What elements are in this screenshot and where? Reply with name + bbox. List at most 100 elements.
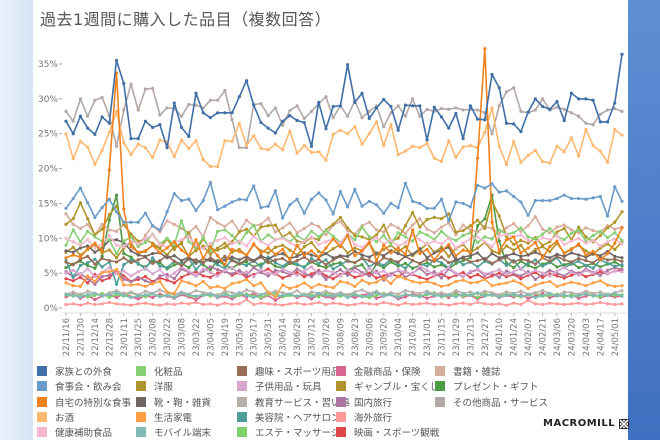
data-point (309, 144, 314, 148)
data-point (555, 100, 559, 104)
data-point (216, 248, 220, 252)
data-point (346, 293, 350, 297)
data-point (259, 146, 263, 150)
data-point (129, 295, 133, 300)
legend-swatch (136, 366, 146, 376)
data-point (439, 229, 444, 233)
data-point (107, 197, 111, 201)
data-point (432, 251, 436, 255)
data-point (266, 126, 270, 130)
data-point (273, 268, 278, 272)
data-point (533, 268, 537, 272)
data-point (172, 277, 176, 281)
data-point (216, 303, 220, 307)
data-point (78, 243, 83, 247)
data-point (237, 146, 241, 150)
data-point (86, 229, 90, 233)
data-point (281, 216, 285, 220)
data-point (93, 246, 97, 250)
data-point (360, 142, 364, 146)
data-point (410, 279, 415, 284)
data-point (266, 261, 270, 265)
data-point (396, 104, 400, 108)
data-point (569, 251, 574, 255)
data-point (324, 289, 328, 293)
data-point (418, 238, 422, 242)
data-point (526, 293, 530, 297)
data-point (187, 265, 191, 270)
data-point (519, 109, 523, 114)
data-point (526, 224, 530, 228)
data-point (425, 279, 429, 284)
data-point (288, 258, 292, 262)
data-point (129, 232, 133, 236)
legend-label: 化粧品 (154, 367, 183, 378)
data-point (216, 268, 220, 272)
legend-swatch (336, 427, 346, 437)
data-point (548, 274, 552, 278)
data-point (158, 123, 162, 127)
data-point (425, 296, 429, 300)
data-point (389, 111, 393, 115)
data-point (309, 295, 314, 299)
data-point (497, 144, 501, 148)
data-point (266, 224, 270, 228)
data-point (620, 210, 624, 214)
data-point (439, 284, 444, 288)
data-point (562, 290, 566, 294)
data-point (382, 254, 386, 258)
data-point (512, 248, 516, 252)
data-point (273, 189, 278, 193)
data-point (78, 284, 83, 288)
data-point (439, 107, 444, 111)
data-point (504, 226, 509, 230)
data-point (598, 273, 602, 277)
data-point (483, 240, 487, 244)
data-point (548, 226, 552, 231)
data-point (598, 112, 602, 116)
data-point (512, 86, 516, 90)
data-point (244, 231, 249, 235)
data-point (223, 111, 227, 115)
data-point (374, 240, 379, 244)
data-point (208, 286, 213, 290)
data-point (562, 274, 566, 278)
data-point (447, 283, 451, 287)
data-point (425, 141, 429, 146)
data-point (194, 208, 198, 212)
data-point (273, 302, 278, 307)
data-point (302, 116, 306, 120)
data-point (461, 233, 465, 238)
data-point (165, 106, 169, 110)
data-point (353, 302, 357, 307)
data-point (490, 237, 494, 241)
data-point (519, 251, 523, 255)
data-point (244, 263, 249, 268)
data-point (288, 286, 292, 291)
data-point (93, 162, 97, 166)
data-point (158, 242, 162, 247)
data-point (584, 258, 588, 263)
data-point (259, 225, 263, 229)
data-point (613, 291, 617, 295)
x-tick-label: 23/09/20 (380, 318, 390, 356)
data-point (425, 264, 429, 268)
data-point (461, 278, 465, 282)
data-point (504, 290, 509, 294)
data-point (447, 236, 451, 240)
data-point (151, 125, 155, 130)
data-point (425, 261, 429, 265)
data-point (569, 91, 574, 95)
data-point (475, 258, 480, 263)
data-point (418, 261, 422, 265)
data-point (324, 265, 328, 270)
data-point (461, 292, 465, 296)
data-point (71, 290, 75, 294)
data-point (216, 238, 220, 242)
data-point (432, 282, 436, 286)
data-point (396, 268, 400, 272)
data-point (309, 286, 314, 290)
data-point (367, 116, 371, 120)
data-point (519, 226, 523, 230)
data-point (143, 249, 148, 253)
